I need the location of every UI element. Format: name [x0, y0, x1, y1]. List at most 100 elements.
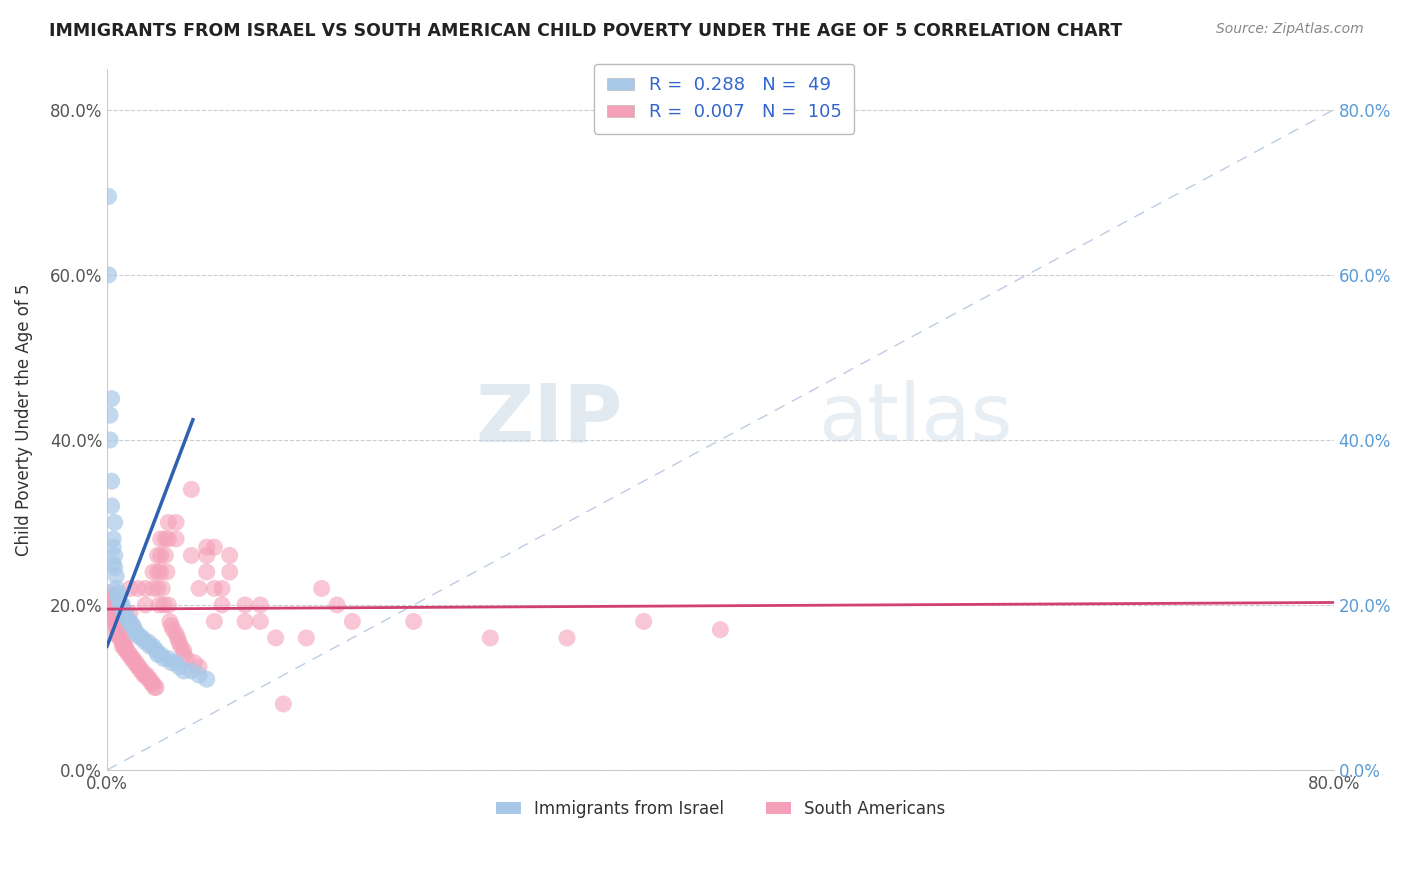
Point [202, 582, 225, 596]
Point [326, 598, 349, 612]
Point [111, 602, 134, 616]
Point [114, 643, 136, 657]
Point [117, 615, 139, 629]
Point [105, 582, 128, 596]
Point [173, 643, 195, 657]
Point [159, 615, 181, 629]
Point [115, 643, 138, 657]
Point [100, 602, 122, 616]
Point [138, 635, 160, 649]
Point [118, 582, 141, 596]
Point [125, 656, 148, 670]
Point [98, 408, 121, 422]
Point [98, 594, 121, 608]
Point [100, 392, 122, 406]
Point [105, 627, 128, 641]
Point [104, 561, 127, 575]
Point [165, 516, 187, 530]
Point [108, 594, 131, 608]
Point [111, 639, 134, 653]
Point [633, 615, 655, 629]
Point [141, 676, 163, 690]
Point [111, 635, 134, 649]
Point [132, 668, 155, 682]
Point [211, 582, 233, 596]
Point [114, 606, 136, 620]
Point [129, 664, 152, 678]
Point [117, 648, 139, 662]
Point [112, 635, 135, 649]
Point [211, 598, 233, 612]
Point [100, 474, 122, 488]
Point [155, 549, 177, 563]
Point [138, 672, 160, 686]
Point [105, 615, 128, 629]
Point [97, 268, 120, 282]
Point [188, 668, 211, 682]
Point [167, 660, 190, 674]
Point [134, 582, 156, 596]
Point [104, 516, 127, 530]
Point [169, 639, 191, 653]
Point [157, 598, 180, 612]
Point [167, 635, 190, 649]
Point [104, 610, 127, 624]
Point [342, 615, 364, 629]
Point [111, 598, 134, 612]
Point [249, 598, 271, 612]
Point [311, 582, 333, 596]
Point [142, 676, 165, 690]
Point [129, 631, 152, 645]
Point [127, 660, 149, 674]
Text: IMMIGRANTS FROM ISRAEL VS SOUTH AMERICAN CHILD POVERTY UNDER THE AGE OF 5 CORREL: IMMIGRANTS FROM ISRAEL VS SOUTH AMERICAN… [49, 22, 1122, 40]
Point [101, 540, 124, 554]
Point [107, 590, 129, 604]
Point [145, 681, 167, 695]
Point [157, 532, 180, 546]
Point [108, 627, 131, 641]
Point [107, 585, 129, 599]
Point [100, 499, 122, 513]
Point [152, 598, 174, 612]
Point [121, 651, 143, 665]
Point [104, 615, 127, 629]
Point [150, 582, 173, 596]
Point [121, 618, 143, 632]
Text: Source: ZipAtlas.com: Source: ZipAtlas.com [1216, 22, 1364, 37]
Point [233, 598, 256, 612]
Point [143, 681, 166, 695]
Point [101, 606, 124, 620]
Point [115, 610, 138, 624]
Point [160, 618, 183, 632]
Point [295, 631, 318, 645]
Point [146, 565, 169, 579]
Point [180, 483, 202, 497]
Point [180, 664, 202, 678]
Point [233, 615, 256, 629]
Point [108, 631, 131, 645]
Point [166, 631, 188, 645]
Point [202, 540, 225, 554]
Point [107, 623, 129, 637]
Point [134, 668, 156, 682]
Point [127, 582, 149, 596]
Point [157, 651, 180, 665]
Point [156, 565, 179, 579]
Point [127, 627, 149, 641]
Point [139, 639, 162, 653]
Point [173, 648, 195, 662]
Point [202, 615, 225, 629]
Point [118, 615, 141, 629]
Text: atlas: atlas [818, 380, 1012, 458]
Point [183, 656, 205, 670]
Point [195, 672, 218, 686]
Point [97, 598, 120, 612]
Point [249, 615, 271, 629]
Point [124, 656, 146, 670]
Point [173, 664, 195, 678]
Point [98, 433, 121, 447]
Point [555, 631, 578, 645]
Point [118, 606, 141, 620]
Point [97, 585, 120, 599]
Point [165, 627, 187, 641]
